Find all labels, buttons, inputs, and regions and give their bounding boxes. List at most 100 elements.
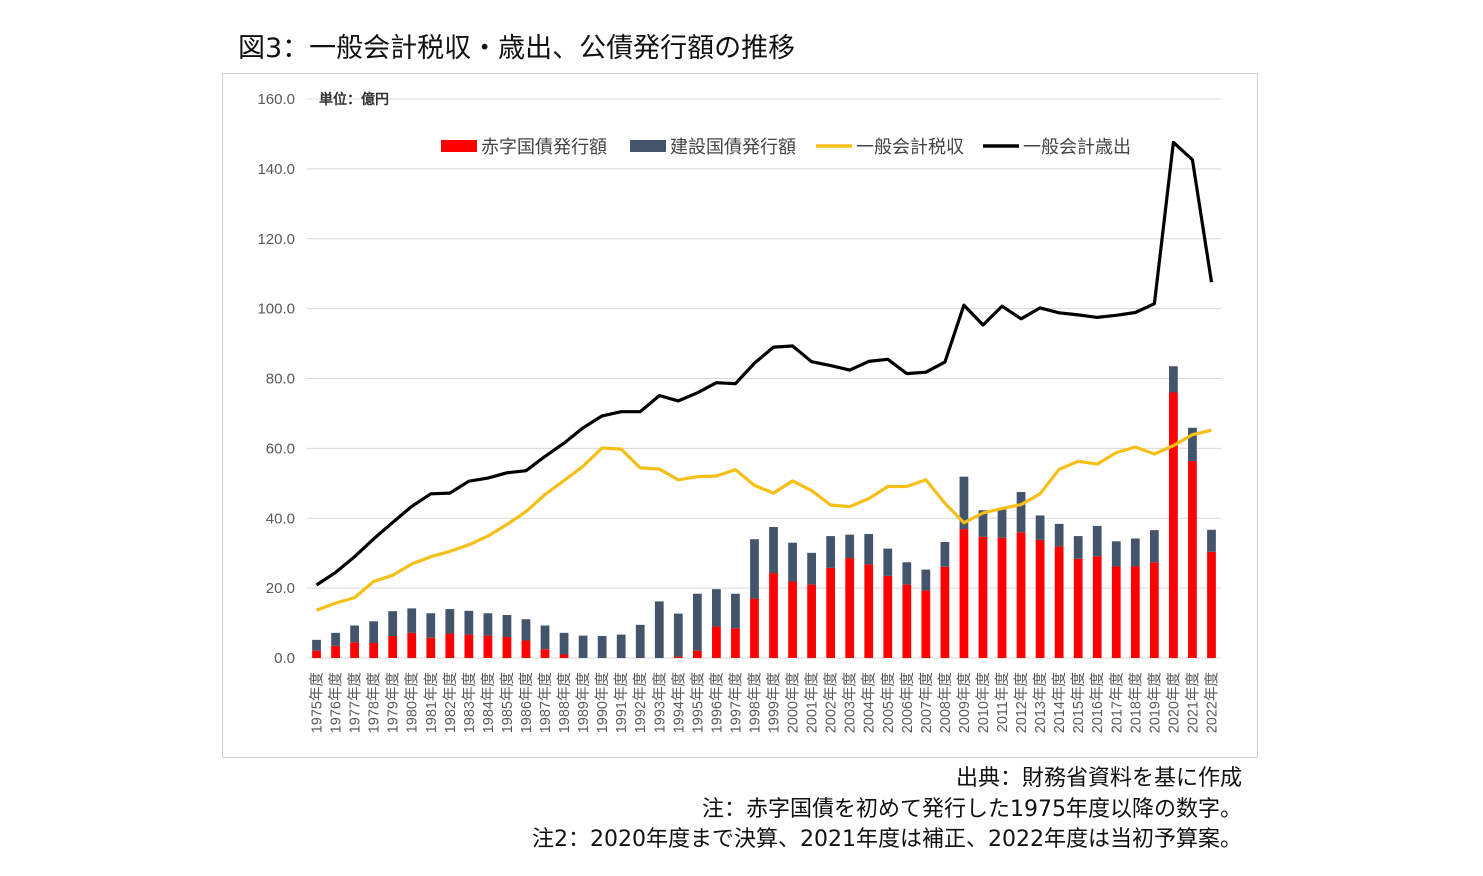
x-tick-label: 1990年度 bbox=[594, 672, 611, 733]
y-tick-label: 160.0 bbox=[257, 91, 295, 108]
source-note: 出典：財務省資料を基に作成 bbox=[955, 766, 1242, 791]
bar-deficit bbox=[369, 642, 379, 658]
bar-deficit bbox=[826, 567, 836, 658]
x-tick-label: 1980年度 bbox=[404, 672, 421, 733]
bar-deficit bbox=[426, 637, 436, 658]
x-tick-label: 1982年度 bbox=[442, 672, 459, 733]
bar-construction bbox=[1188, 427, 1197, 461]
x-tick-label: 2016年度 bbox=[1089, 672, 1106, 733]
bar-deficit bbox=[312, 650, 321, 658]
x-tick-label: 1998年度 bbox=[746, 672, 763, 733]
bar-deficit bbox=[692, 650, 702, 658]
bar-construction bbox=[864, 533, 874, 565]
x-tick-label: 2002年度 bbox=[823, 672, 840, 733]
x-tick-label: 1997年度 bbox=[727, 672, 744, 733]
bar-construction bbox=[1111, 541, 1121, 567]
bar-deficit bbox=[750, 598, 759, 658]
bar-deficit bbox=[1092, 556, 1102, 658]
bar-construction bbox=[1130, 538, 1140, 567]
x-tick-label: 1986年度 bbox=[518, 672, 535, 733]
bar-construction bbox=[1169, 366, 1178, 393]
x-tick-label: 1976年度 bbox=[328, 672, 345, 733]
bar-deficit bbox=[807, 584, 816, 658]
bar-construction bbox=[1092, 525, 1102, 557]
legend-swatch bbox=[630, 140, 666, 152]
bar-construction bbox=[654, 601, 664, 658]
bar-deficit bbox=[883, 575, 893, 658]
x-tick-label: 2001年度 bbox=[804, 672, 821, 733]
x-tick-label: 1977年度 bbox=[347, 672, 364, 733]
bar-deficit bbox=[1188, 460, 1197, 658]
y-tick-label: 20.0 bbox=[266, 580, 295, 597]
bar-construction bbox=[426, 613, 436, 638]
bar-construction bbox=[388, 611, 398, 636]
bar-deficit bbox=[712, 626, 721, 658]
x-tick-label: 1985年度 bbox=[499, 672, 516, 733]
bar-construction bbox=[788, 542, 797, 582]
bar-deficit bbox=[673, 656, 683, 658]
bar-construction bbox=[597, 635, 607, 658]
x-tick-label: 1995年度 bbox=[689, 672, 706, 733]
bar-construction bbox=[826, 536, 836, 568]
bar-deficit bbox=[1130, 566, 1140, 658]
legend: 赤字国債発行額 建設国債発行額 一般会計税収 一般会計歳出 bbox=[441, 137, 1131, 157]
bar-deficit bbox=[788, 581, 797, 658]
bar-construction bbox=[959, 476, 969, 530]
bar-deficit bbox=[464, 634, 474, 658]
bar-construction bbox=[1054, 523, 1064, 547]
bar-deficit bbox=[769, 573, 778, 658]
x-tick-label: 2000年度 bbox=[785, 672, 802, 733]
bar-construction bbox=[521, 619, 531, 641]
bar-construction bbox=[483, 613, 493, 636]
bar-construction bbox=[1073, 536, 1083, 559]
legend-label: 一般会計税収 bbox=[856, 137, 964, 157]
y-tick-label: 0.0 bbox=[274, 650, 295, 667]
x-tick-label: 1996年度 bbox=[708, 672, 725, 733]
y-tick-label: 140.0 bbox=[257, 161, 295, 178]
x-tick-label: 1983年度 bbox=[461, 672, 478, 733]
x-tick-label: 1999年度 bbox=[766, 672, 783, 733]
bar-deficit bbox=[1054, 546, 1064, 658]
bar-construction bbox=[407, 608, 417, 633]
gridlines bbox=[307, 98, 1221, 659]
line-expenditure bbox=[315, 140, 1214, 587]
x-tick-label: 2021年度 bbox=[1184, 672, 1201, 733]
bar-construction bbox=[712, 589, 721, 627]
x-tick-label: 2020年度 bbox=[1165, 672, 1182, 733]
bar-construction bbox=[369, 621, 379, 643]
combo-chart: 0.020.040.060.080.0100.0120.0140.0160.0 … bbox=[257, 91, 1221, 733]
bar-deficit bbox=[997, 537, 1007, 658]
bar-construction bbox=[1207, 529, 1216, 552]
legend-swatch bbox=[441, 140, 477, 152]
bar-deficit bbox=[1169, 392, 1178, 658]
x-axis-ticks: 1975年度 1976年度 1977年度 1978年度 1979年度 1980年度 1981… bbox=[309, 672, 1221, 733]
bar-deficit bbox=[407, 632, 417, 658]
bar-construction bbox=[883, 548, 893, 576]
bar-deficit bbox=[845, 558, 855, 658]
bar-deficit bbox=[559, 654, 569, 658]
bar-deficit bbox=[388, 635, 398, 658]
x-tick-label: 1975年度 bbox=[309, 672, 326, 733]
bar-construction bbox=[312, 639, 321, 651]
bar-construction bbox=[1035, 515, 1045, 540]
bar-construction bbox=[692, 593, 702, 651]
x-tick-label: 2011年度 bbox=[994, 672, 1011, 732]
footnote-1: 注：赤字国債を初めて発行した1975年度以降の数字。 bbox=[702, 797, 1242, 822]
bar-deficit bbox=[864, 564, 874, 658]
legend-label: 建設国債発行額 bbox=[670, 137, 796, 157]
bar-deficit bbox=[1111, 566, 1121, 658]
bar-deficit bbox=[959, 529, 969, 658]
x-tick-label: 1981年度 bbox=[423, 672, 440, 733]
x-tick-label: 2013年度 bbox=[1032, 672, 1049, 733]
y-tick-label: 40.0 bbox=[266, 510, 295, 527]
y-tick-label: 100.0 bbox=[257, 301, 295, 318]
x-tick-label: 2006年度 bbox=[899, 672, 916, 733]
x-tick-label: 1991年度 bbox=[613, 672, 630, 733]
bar-deficit bbox=[483, 635, 493, 658]
bar-deficit bbox=[1073, 558, 1083, 658]
bar-construction bbox=[350, 625, 359, 643]
x-tick-label: 2017年度 bbox=[1108, 672, 1125, 733]
y-tick-label: 120.0 bbox=[257, 231, 295, 248]
x-tick-label: 2019年度 bbox=[1146, 672, 1163, 733]
bar-deficit bbox=[1207, 551, 1216, 658]
